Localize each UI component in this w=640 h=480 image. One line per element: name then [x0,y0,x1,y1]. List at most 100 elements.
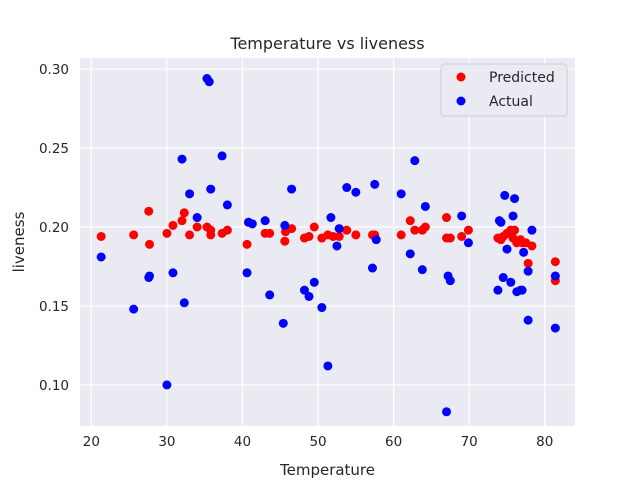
actual-point [508,211,518,221]
predicted-point [192,222,202,232]
predicted-point [162,228,172,238]
x-tick-label: 80 [536,434,553,450]
actual-point [177,154,187,164]
actual-point [370,179,380,189]
legend-marker-predicted [456,72,466,82]
actual-point [445,276,455,286]
actual-point [510,194,520,204]
actual-point [192,213,202,223]
actual-point [410,156,420,166]
actual-point [500,190,510,200]
actual-point [260,216,270,226]
actual-point [179,298,189,308]
actual-point [493,285,503,295]
predicted-point [510,225,520,235]
actual-point [420,201,430,211]
predicted-point [304,231,314,241]
actual-point [326,213,336,223]
legend-label-actual: Actual [489,94,533,110]
x-axis-label: Temperature [279,461,375,479]
predicted-point [206,225,216,235]
actual-point [309,277,319,287]
predicted-point [442,213,452,223]
series-predicted [96,206,560,286]
actual-point [222,200,232,210]
actual-point [342,183,352,193]
actual-point [523,315,533,325]
actual-point [417,265,427,275]
legend: Predicted Actual [440,63,568,117]
y-axis-label: liveness [10,211,28,272]
predicted-point [445,233,455,243]
actual-point [498,273,508,283]
predicted-point [145,239,155,249]
predicted-point [527,241,537,251]
actual-point [371,235,381,245]
actual-point [299,285,309,295]
actual-point [242,268,252,278]
legend-box [440,63,568,117]
actual-point [517,285,527,295]
x-tick-label: 30 [158,434,175,450]
predicted-point [168,220,178,230]
x-tick-label: 70 [461,434,478,450]
y-tick-label: 0.25 [39,141,69,157]
predicted-point [265,228,275,238]
predicted-point [457,231,467,241]
series-actual [96,74,560,417]
predicted-point [222,225,232,235]
y-tick-label: 0.15 [39,299,69,315]
actual-point [204,77,214,87]
predicted-point [309,222,319,232]
actual-point [217,151,227,161]
actual-point [206,184,216,194]
actual-point [496,217,506,227]
x-tick-label: 20 [83,434,100,450]
predicted-point [410,225,420,235]
predicted-point [342,225,352,235]
data-points [96,74,560,417]
actual-point [323,361,333,371]
actual-point [502,244,512,254]
predicted-point [523,258,533,268]
actual-point [550,271,560,281]
actual-point [367,263,377,273]
actual-point [129,304,139,314]
predicted-point [179,208,189,218]
actual-point [162,380,172,390]
predicted-point [351,230,361,240]
x-tick-label: 50 [309,434,326,450]
actual-point [185,189,195,199]
actual-point [351,187,361,197]
predicted-point [550,257,560,267]
x-ticks: 20 30 40 50 60 70 80 [83,434,554,450]
predicted-point [420,222,430,232]
y-tick-label: 0.10 [39,378,69,394]
actual-point [332,241,342,251]
actual-point [145,271,155,281]
predicted-point [287,224,297,234]
predicted-point [177,216,187,226]
actual-point [527,225,537,235]
y-ticks: 0.10 0.15 0.20 0.25 0.30 [39,62,69,394]
legend-marker-actual [456,96,466,106]
predicted-point [463,225,473,235]
actual-point [463,238,473,248]
actual-point [304,291,314,301]
predicted-point [405,216,415,226]
actual-point [168,268,178,278]
actual-point [519,247,529,257]
y-tick-label: 0.20 [39,220,69,236]
actual-point [317,303,327,313]
y-tick-label: 0.30 [39,62,69,78]
predicted-point [396,230,406,240]
actual-point [265,290,275,300]
actual-point [523,266,533,276]
actual-point [550,323,560,333]
actual-point [405,249,415,259]
actual-point [280,220,290,230]
predicted-point [280,236,290,246]
actual-point [96,252,106,262]
predicted-point [334,231,344,241]
